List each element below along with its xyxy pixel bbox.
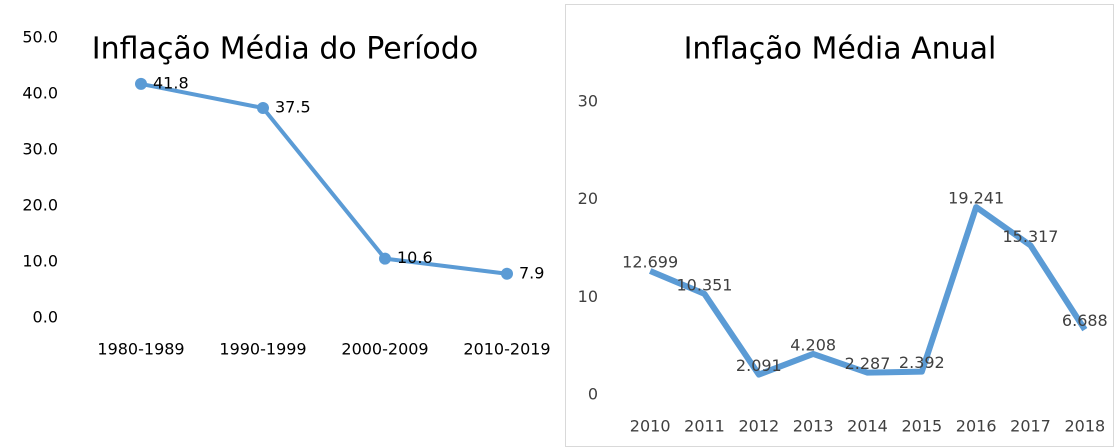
chart-title: Inflação Média do Período — [92, 32, 478, 67]
x-tick-label: 2018 — [1064, 417, 1105, 436]
line — [649, 204, 1088, 378]
x-tick-label: 2014 — [847, 417, 888, 436]
y-tick-label: 30 — [578, 92, 598, 111]
x-tick-label: 2010 — [630, 417, 671, 436]
point — [501, 267, 513, 280]
y-tick-label: 20 — [578, 189, 598, 208]
data-label: 41.8 — [153, 73, 189, 92]
point — [379, 252, 391, 265]
data-label: 19.241 — [948, 189, 1004, 208]
x-tick-label: 1980-1989 — [97, 340, 184, 359]
data-label: 2.287 — [845, 354, 891, 373]
right-chart: Inflação Média Anual 0 10 20 30 2010 2011 2012… — [578, 32, 1108, 436]
data-label: 4.208 — [790, 335, 836, 354]
y-tick-label: 10 — [578, 287, 598, 306]
x-tick-label: 2016 — [956, 417, 997, 436]
point — [135, 77, 147, 90]
y-tick-label: 0.0 — [33, 308, 58, 327]
left-chart: Inflação Média do Período 0.0 10.0 20.0 30.… — [22, 28, 550, 359]
data-label: 2.392 — [899, 353, 945, 372]
y-tick-label: 0 — [588, 385, 598, 404]
data-label: 6.688 — [1062, 311, 1108, 330]
y-tick-label: 30.0 — [22, 140, 58, 159]
data-label: 2.091 — [736, 356, 782, 375]
data-label: 10.351 — [677, 275, 733, 294]
data-label: 37.5 — [275, 98, 311, 117]
line — [140, 81, 508, 276]
data-label: 12.699 — [622, 252, 678, 271]
x-tick-label: 2000-2009 — [341, 340, 428, 359]
x-tick-label: 2013 — [793, 417, 834, 436]
x-tick-label: 1990-1999 — [219, 340, 306, 359]
x-tick-label: 2015 — [901, 417, 942, 436]
x-tick-label: 2017 — [1010, 417, 1051, 436]
x-tick-label: 2011 — [684, 417, 725, 436]
chart-title: Inflação Média Anual — [684, 32, 997, 67]
y-tick-label: 50.0 — [22, 28, 58, 47]
y-tick-label: 40.0 — [22, 84, 58, 103]
data-label: 7.9 — [519, 263, 544, 282]
data-label: 10.6 — [397, 248, 433, 267]
y-tick-label: 10.0 — [22, 252, 58, 271]
point — [257, 102, 269, 114]
x-tick-label: 2010-2019 — [463, 340, 550, 359]
y-tick-label: 20.0 — [22, 196, 58, 215]
x-tick-label: 2012 — [738, 417, 779, 436]
chart-border — [565, 4, 1114, 447]
data-label: 15.317 — [1003, 227, 1059, 246]
